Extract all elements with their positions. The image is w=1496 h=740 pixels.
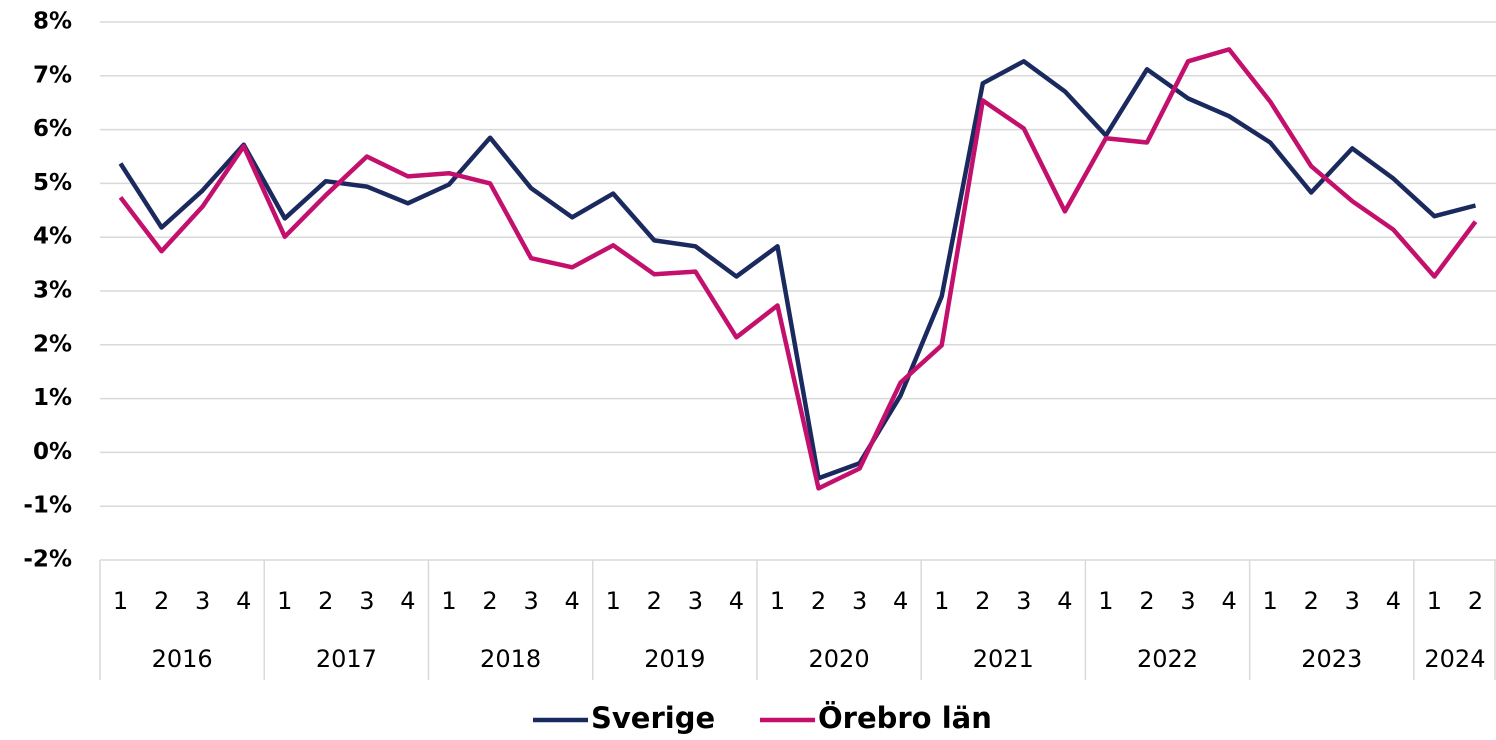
x-tick-label: 4: [1057, 587, 1072, 615]
x-tick-label: 4: [893, 587, 908, 615]
x-tick-label: 4: [1221, 587, 1236, 615]
x-tick-label: 4: [400, 587, 415, 615]
x-tick-label: 4: [1386, 587, 1401, 615]
y-tick-label: 1%: [33, 385, 72, 411]
x-tick-label: 4: [729, 587, 744, 615]
x-tick-label: 2: [647, 587, 662, 615]
x-group-label: 2024: [1424, 645, 1485, 673]
x-tick-label: 1: [934, 587, 949, 615]
x-group-label: 2020: [809, 645, 870, 673]
x-tick-label: 4: [236, 587, 251, 615]
x-tick-label: 1: [1427, 587, 1442, 615]
y-tick-label: 6%: [33, 116, 72, 142]
x-tick-label: 3: [523, 587, 538, 615]
x-group-label: 2019: [644, 645, 705, 673]
x-tick-label: 2: [318, 587, 333, 615]
legend-label: Örebro län: [818, 701, 992, 735]
x-tick-label: 1: [1263, 587, 1278, 615]
x-tick-label: 3: [852, 587, 867, 615]
x-tick-label: 1: [770, 587, 785, 615]
x-tick-label: 3: [688, 587, 703, 615]
x-tick-label: 1: [277, 587, 292, 615]
x-tick-label: 1: [606, 587, 621, 615]
x-tick-label: 3: [1180, 587, 1195, 615]
x-tick-label: 3: [195, 587, 210, 615]
x-group-label: 2017: [316, 645, 377, 673]
y-tick-label: 5%: [33, 170, 72, 196]
y-tick-label: 4%: [33, 224, 72, 250]
x-tick-label: 2: [1468, 587, 1483, 615]
y-tick-label: 3%: [33, 278, 72, 304]
x-tick-label: 3: [1345, 587, 1360, 615]
x-tick-label: 3: [359, 587, 374, 615]
x-group-label: 2022: [1137, 645, 1198, 673]
x-tick-label: 2: [1139, 587, 1154, 615]
x-tick-label: 2: [154, 587, 169, 615]
x-tick-label: 3: [1016, 587, 1031, 615]
x-group-label: 2021: [973, 645, 1034, 673]
y-tick-label: 8%: [33, 9, 72, 35]
x-group-label: 2016: [152, 645, 213, 673]
x-tick-label: 2: [975, 587, 990, 615]
x-tick-label: 4: [565, 587, 580, 615]
x-tick-label: 2: [1304, 587, 1319, 615]
x-tick-label: 1: [441, 587, 456, 615]
x-group-label: 2018: [480, 645, 541, 673]
y-tick-label: -2%: [23, 547, 72, 573]
x-tick-label: 1: [1098, 587, 1113, 615]
x-tick-label: 2: [811, 587, 826, 615]
y-tick-label: 0%: [33, 439, 72, 465]
y-tick-label: -1%: [23, 493, 72, 519]
legend-label: Sverige: [591, 701, 715, 735]
y-tick-label: 2%: [33, 331, 72, 357]
series-line: [118, 47, 1478, 491]
x-tick-label: 1: [113, 587, 128, 615]
x-tick-label: 2: [482, 587, 497, 615]
series-line: [118, 59, 1477, 481]
y-tick-label: 7%: [33, 62, 72, 88]
x-group-label: 2023: [1301, 645, 1362, 673]
